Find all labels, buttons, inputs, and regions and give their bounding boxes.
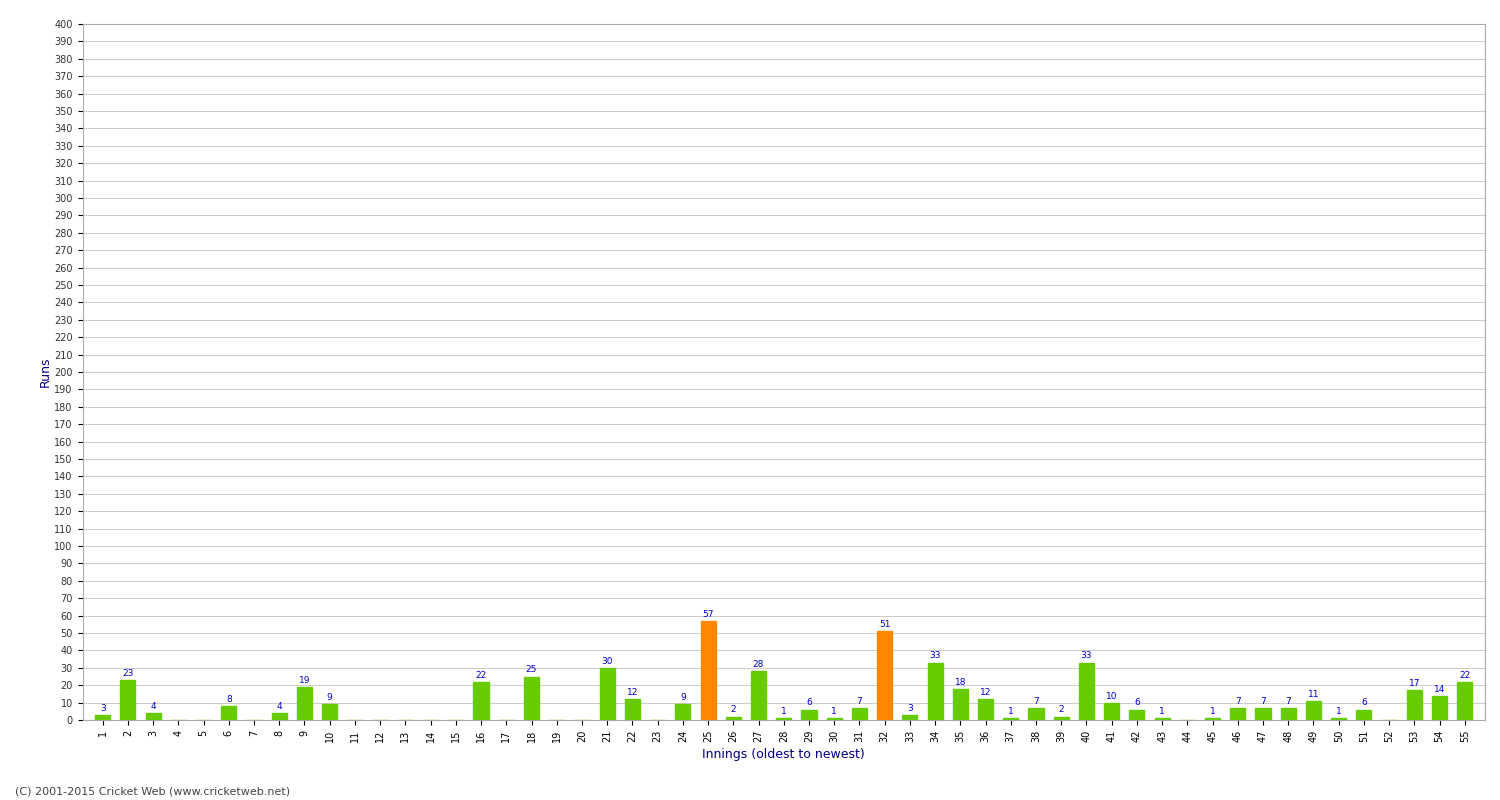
Text: 33: 33 [1080,651,1092,661]
Text: 28: 28 [753,660,764,669]
Bar [1407,690,1422,720]
Text: 1: 1 [831,707,837,716]
Bar [1053,717,1070,720]
Bar [801,710,816,720]
Bar [474,682,489,720]
Bar [626,699,640,720]
Text: 7: 7 [1286,697,1292,706]
Text: 1: 1 [1160,707,1166,716]
Text: 3: 3 [100,704,105,713]
Bar [927,662,942,720]
Bar [120,680,135,720]
Bar [1004,718,1019,720]
Bar [94,714,110,720]
Text: 6: 6 [1134,698,1140,707]
Text: 30: 30 [602,657,613,666]
Text: 1: 1 [1209,707,1215,716]
Text: 4: 4 [150,702,156,711]
Bar [1256,708,1270,720]
Text: 7: 7 [1260,697,1266,706]
Text: 2: 2 [730,706,736,714]
Bar [903,714,918,720]
Text: (C) 2001-2015 Cricket Web (www.cricketweb.net): (C) 2001-2015 Cricket Web (www.cricketwe… [15,786,290,796]
Bar [297,687,312,720]
X-axis label: Innings (oldest to newest): Innings (oldest to newest) [702,748,865,761]
Text: 14: 14 [1434,685,1446,694]
Bar [322,704,338,720]
Bar [878,631,892,720]
Bar [1130,710,1144,720]
Bar [146,713,160,720]
Bar [1078,662,1094,720]
Text: 7: 7 [856,697,862,706]
Bar [978,699,993,720]
Bar [776,718,792,720]
Text: 7: 7 [1034,697,1040,706]
Bar [752,671,766,720]
Bar [852,708,867,720]
Text: 57: 57 [702,610,714,618]
Bar [1281,708,1296,720]
Bar [1029,708,1044,720]
Text: 22: 22 [476,670,486,680]
Y-axis label: Runs: Runs [39,357,51,387]
Bar [600,668,615,720]
Text: 4: 4 [276,702,282,711]
Text: 9: 9 [680,694,686,702]
Bar [1432,696,1448,720]
Bar [1330,718,1347,720]
Text: 11: 11 [1308,690,1318,698]
Bar [675,704,690,720]
Text: 7: 7 [1234,697,1240,706]
Bar [524,677,538,720]
Text: 2: 2 [1059,706,1064,714]
Text: 6: 6 [806,698,812,707]
Text: 18: 18 [954,678,966,686]
Text: 33: 33 [930,651,940,661]
Bar [1155,718,1170,720]
Text: 1: 1 [782,707,786,716]
Text: 22: 22 [1460,670,1470,680]
Text: 17: 17 [1408,679,1420,688]
Bar [700,621,715,720]
Text: 12: 12 [980,688,992,697]
Bar [1204,718,1219,720]
Bar [1230,708,1245,720]
Bar [726,717,741,720]
Text: 12: 12 [627,688,638,697]
Text: 25: 25 [526,666,537,674]
Text: 3: 3 [908,704,912,713]
Bar [1458,682,1473,720]
Bar [220,706,237,720]
Text: 9: 9 [327,694,333,702]
Bar [827,718,842,720]
Bar [952,689,968,720]
Bar [1306,701,1322,720]
Text: 6: 6 [1360,698,1366,707]
Bar [272,713,286,720]
Text: 23: 23 [122,669,134,678]
Text: 1: 1 [1336,707,1341,716]
Bar [1104,702,1119,720]
Text: 10: 10 [1106,691,1118,701]
Text: 51: 51 [879,620,891,629]
Bar [1356,710,1371,720]
Text: 8: 8 [226,695,231,704]
Text: 1: 1 [1008,707,1014,716]
Text: 19: 19 [298,676,310,685]
